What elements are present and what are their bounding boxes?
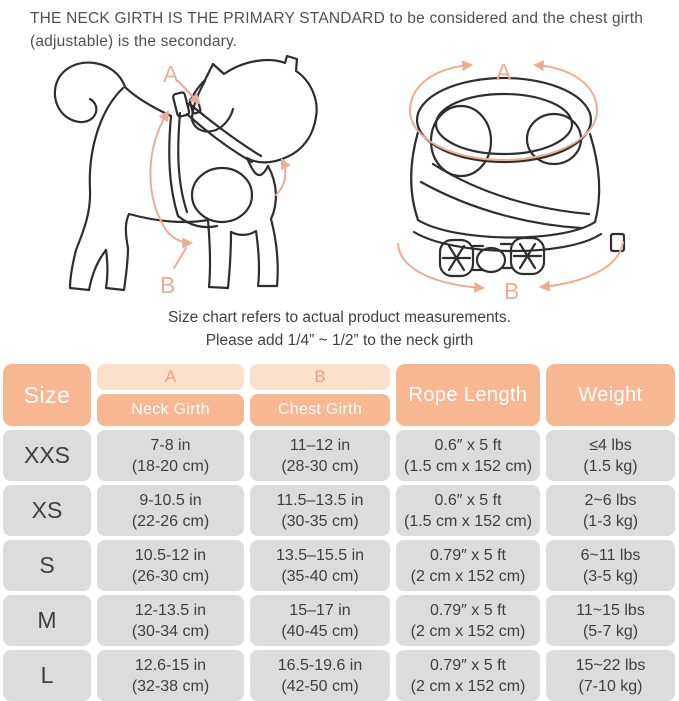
row-xxs-neck-cm: (18-20 cm) (131, 457, 210, 475)
row-s-rope-cm: (2 cm x 152 cm) (410, 567, 526, 585)
row-xxs-chest: 11–12 in (28-30 cm) (250, 430, 390, 481)
harness-illustration: A B (397, 59, 626, 300)
dog-outline (53, 54, 318, 292)
row-s-weight-lbs: 6~11 lbs (580, 546, 641, 564)
row-m-weight: 11~15 lbs (5-7 kg) (546, 595, 675, 646)
row-s-chest: 13.5–15.5 in (35-40 cm) (250, 540, 390, 591)
header-b-letter: B (250, 364, 390, 390)
row-l-weight-kg: (7-10 kg) (578, 677, 643, 695)
row-s-neck-in: 10.5-12 in (134, 546, 207, 564)
row-l-chest-cm: (42-50 cm) (281, 677, 359, 695)
row-l-rope: 0.79″ x 5 ft (2 cm x 152 cm) (396, 650, 540, 701)
dog-neck-girth-label-a: A (163, 61, 179, 87)
row-xs-neck-cm: (22-26 cm) (131, 512, 210, 530)
row-xxs-rope-in: 0.6″ x 5 ft (434, 436, 502, 454)
row-xs-chest: 11.5–13.5 in (30-35 cm) (250, 485, 390, 536)
intro-line-2: (adjustable) is the secondary. (30, 33, 238, 50)
row-l-weight: 15~22 lbs (7-10 kg) (546, 650, 675, 701)
row-xs-chest-in: 11.5–13.5 in (276, 491, 364, 509)
row-m-weight-kg: (5-7 kg) (582, 622, 639, 640)
row-s-neck-cm: (26-30 cm) (131, 567, 210, 585)
row-xs-weight-kg: (1-3 kg) (582, 512, 639, 530)
row-l-size: L (3, 650, 91, 701)
row-s-chest-cm: (35-40 cm) (281, 567, 359, 585)
row-xxs-chest-cm: (28-30 cm) (281, 457, 359, 475)
row-s-size: S (3, 540, 91, 591)
row-xs-rope-cm: (1.5 cm x 152 cm) (403, 512, 533, 530)
row-m-neck-cm: (30-34 cm) (131, 622, 210, 640)
row-m-chest: 15–17 in (40-45 cm) (250, 595, 390, 646)
measurement-diagrams: A B (0, 54, 679, 302)
harness-outline (410, 76, 626, 278)
row-m-rope: 0.79″ x 5 ft (2 cm x 152 cm) (396, 595, 540, 646)
dog-chest-girth-label-b: B (160, 272, 175, 298)
row-l-rope-cm: (2 cm x 152 cm) (410, 677, 526, 695)
row-l-neck-cm: (32-38 cm) (131, 677, 210, 695)
size-note-line-1: Size chart refers to actual product meas… (168, 309, 511, 326)
size-note-line-2: Please add 1/4” ~ 1/2” to the neck girth (205, 332, 474, 349)
header-weight: Weight (546, 364, 675, 426)
row-xs-neck-in: 9-10.5 in (139, 491, 202, 509)
harness-chest-girth-label-b: B (504, 278, 519, 300)
intro-line-1: THE NECK GIRTH IS THE PRIMARY STANDARD t… (30, 10, 644, 27)
row-l-neck: 12.6-15 in (32-38 cm) (97, 650, 244, 701)
row-xs-rope-in: 0.6″ x 5 ft (434, 491, 502, 509)
row-xs-chest-cm: (30-35 cm) (281, 512, 359, 530)
dog-side-illustration: A B (53, 54, 318, 298)
header-a-letter: A (97, 364, 244, 390)
row-s-neck: 10.5-12 in (26-30 cm) (97, 540, 244, 591)
row-s-weight: 6~11 lbs (3-5 kg) (546, 540, 675, 591)
row-l-weight-lbs: 15~22 lbs (575, 656, 646, 674)
row-xxs-chest-in: 11–12 in (289, 436, 351, 454)
row-xxs-rope-cm: (1.5 cm x 152 cm) (403, 457, 533, 475)
row-xxs-weight: ≤4 lbs (1.5 kg) (546, 430, 675, 481)
row-m-neck: 12-13.5 in (30-34 cm) (97, 595, 244, 646)
size-table: Size A Neck Girth B Chest Girth Rope Len… (0, 364, 679, 701)
row-m-size: M (3, 595, 91, 646)
row-m-neck-in: 12-13.5 in (134, 601, 207, 619)
header-group-b: B Chest Girth (250, 364, 390, 426)
row-xs-weight: 2~6 lbs (1-3 kg) (546, 485, 675, 536)
row-xs-neck: 9-10.5 in (22-26 cm) (97, 485, 244, 536)
row-m-rope-cm: (2 cm x 152 cm) (410, 622, 526, 640)
row-xxs-neck: 7-8 in (18-20 cm) (97, 430, 244, 481)
row-xs-weight-lbs: 2~6 lbs (584, 491, 637, 509)
row-m-chest-in: 15–17 in (289, 601, 351, 619)
row-xxs-size: XXS (3, 430, 91, 481)
dog-measure-annotations: A B (149, 61, 291, 298)
row-s-rope-in: 0.79″ x 5 ft (430, 546, 506, 564)
row-s-chest-in: 13.5–15.5 in (275, 546, 365, 564)
row-xs-rope: 0.6″ x 5 ft (1.5 cm x 152 cm) (396, 485, 540, 536)
size-note: Size chart refers to actual product meas… (0, 306, 679, 352)
header-neck-girth: Neck Girth (97, 394, 244, 426)
harness-neck-girth-label-a: A (496, 59, 512, 85)
row-xxs-rope: 0.6″ x 5 ft (1.5 cm x 152 cm) (396, 430, 540, 481)
header-chest-girth: Chest Girth (250, 394, 390, 426)
row-xs-size: XS (3, 485, 91, 536)
row-s-rope: 0.79″ x 5 ft (2 cm x 152 cm) (396, 540, 540, 591)
header-rope-length: Rope Length (396, 364, 540, 426)
row-l-chest-in: 16.5-19.6 in (277, 656, 363, 674)
harness-measure-annotations: A B (397, 59, 624, 300)
row-m-weight-lbs: 11~15 lbs (576, 601, 645, 619)
row-m-rope-in: 0.79″ x 5 ft (430, 601, 506, 619)
row-l-rope-in: 0.79″ x 5 ft (430, 656, 506, 674)
row-s-weight-kg: (3-5 kg) (582, 567, 639, 585)
row-xxs-weight-lbs: ≤4 lbs (589, 436, 632, 454)
row-l-chest: 16.5-19.6 in (42-50 cm) (250, 650, 390, 701)
header-group-a: A Neck Girth (97, 364, 244, 426)
intro-text: THE NECK GIRTH IS THE PRIMARY STANDARD t… (0, 0, 679, 53)
row-l-neck-in: 12.6-15 in (134, 656, 207, 674)
header-size: Size (3, 364, 91, 426)
row-xxs-neck-in: 7-8 in (150, 436, 191, 454)
row-xxs-weight-kg: (1.5 kg) (583, 457, 638, 475)
row-m-chest-cm: (40-45 cm) (281, 622, 359, 640)
